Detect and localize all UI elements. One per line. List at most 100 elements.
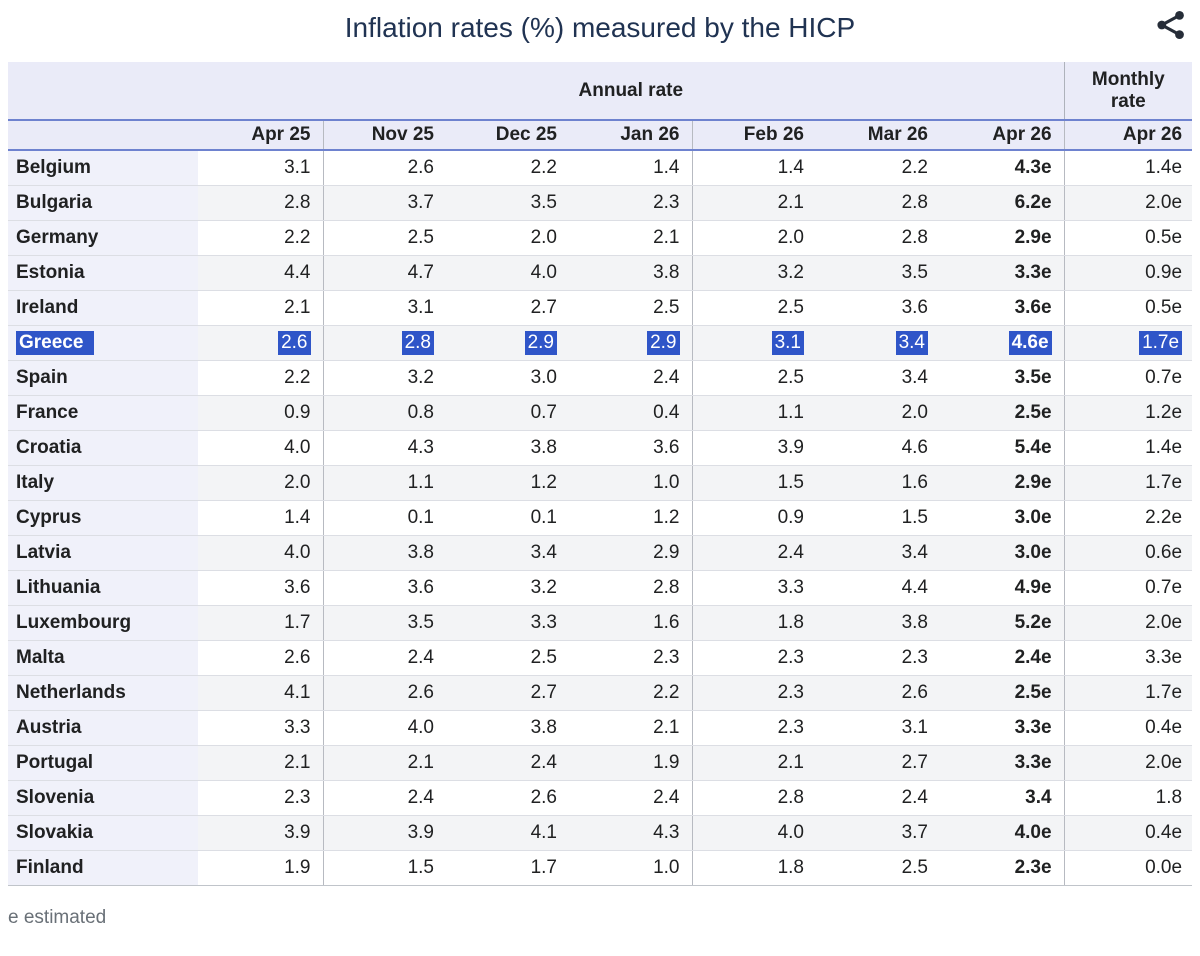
annual-value-cell: 4.7 — [323, 255, 446, 291]
monthly-value-cell: 1.8 — [1064, 780, 1193, 816]
annual-value-cell: 2.1 — [569, 220, 693, 256]
column-header-annual-feb-26: Feb 26 — [692, 119, 816, 151]
annual-value-cell: 2.6 — [323, 150, 446, 186]
annual-value-cell: 4.0 — [198, 535, 324, 571]
estimated-footnote: e estimated — [8, 906, 107, 928]
monthly-value-cell: 0.6e — [1064, 535, 1193, 571]
monthly-value-cell: 1.2e — [1064, 395, 1193, 431]
selection-highlight: 1.7e — [1139, 330, 1183, 355]
annual-value-cell: 4.4 — [816, 570, 940, 606]
annual-value-cell: 2.5 — [692, 290, 816, 326]
annual-value-cell: 3.8 — [446, 710, 569, 746]
selection-highlight: 2.9 — [524, 330, 557, 355]
annual-value-cell: 1.8 — [692, 605, 816, 641]
annual-value-cell: 2.2 — [198, 360, 324, 396]
annual-value-cell: 4.1 — [446, 815, 569, 851]
table-header: Annual rate Monthly rate Apr 25 Nov 25 Dec… — [8, 62, 1193, 151]
annual-value-cell: 4.3e — [940, 150, 1065, 186]
annual-value-cell: 1.5 — [323, 850, 446, 886]
monthly-value-cell: 0.4e — [1064, 710, 1193, 746]
annual-value-cell: 3.5 — [446, 185, 569, 221]
annual-value-cell: 3.1 — [816, 710, 940, 746]
annual-value-cell: 3.5 — [323, 605, 446, 641]
annual-value-cell: 2.1 — [323, 745, 446, 781]
table-body: Belgium 3.1 2.6 2.2 1.4 1.4 2.2 4.3e 1.4e Bulgari… — [8, 150, 1193, 886]
annual-value-cell: 2.8 — [816, 220, 940, 256]
country-label: Malta — [8, 640, 198, 676]
annual-value-cell: 2.5 — [569, 290, 693, 326]
annual-value-cell: 3.0 — [446, 360, 569, 396]
table-row-estonia: Estonia 4.4 4.7 4.0 3.8 3.2 3.5 3.3e 0.9e — [8, 255, 1193, 291]
country-label: Italy — [8, 465, 198, 501]
annual-value-cell: 4.3 — [569, 815, 693, 851]
annual-value-cell: 3.8 — [569, 255, 693, 291]
annual-value-cell: 1.4 — [198, 500, 324, 536]
country-label: Germany — [8, 220, 198, 256]
monthly-value-cell: 0.0e — [1064, 850, 1193, 886]
annual-value-cell: 3.9 — [198, 815, 324, 851]
table-row-finland: Finland 1.9 1.5 1.7 1.0 1.8 2.5 2.3e 0.0e — [8, 850, 1193, 886]
annual-value-cell: 2.6 — [198, 325, 324, 361]
country-label: Estonia — [8, 255, 198, 291]
annual-value-cell: 0.4 — [569, 395, 693, 431]
annual-value-cell: 1.5 — [816, 500, 940, 536]
annual-value-cell: 3.2 — [323, 360, 446, 396]
annual-value-cell: 2.3 — [692, 675, 816, 711]
annual-value-cell: 3.8 — [323, 535, 446, 571]
annual-value-cell: 3.6 — [569, 430, 693, 466]
country-label: Slovenia — [8, 780, 198, 816]
monthly-value-cell: 3.3e — [1064, 640, 1193, 676]
selection-highlight: 2.6 — [278, 330, 311, 355]
country-label: Greece — [8, 325, 198, 361]
annual-value-cell: 0.1 — [446, 500, 569, 536]
annual-value-cell: 2.4 — [816, 780, 940, 816]
annual-value-cell: 2.4 — [446, 745, 569, 781]
annual-value-cell: 4.1 — [198, 675, 324, 711]
monthly-value-cell: 0.5e — [1064, 220, 1193, 256]
annual-value-cell: 3.3 — [198, 710, 324, 746]
annual-value-cell: 3.6 — [323, 570, 446, 606]
table-row-luxembourg: Luxembourg 1.7 3.5 3.3 1.6 1.8 3.8 5.2e 2.0e — [8, 605, 1193, 641]
annual-value-cell: 3.1 — [198, 150, 324, 186]
annual-value-cell: 3.2 — [692, 255, 816, 291]
country-label: Finland — [8, 850, 198, 886]
annual-value-cell: 2.6 — [323, 675, 446, 711]
annual-value-cell: 3.3e — [940, 745, 1065, 781]
annual-value-cell: 3.6e — [940, 290, 1065, 326]
corner-header — [8, 62, 198, 120]
annual-value-cell: 2.0 — [446, 220, 569, 256]
annual-value-cell: 2.3e — [940, 850, 1065, 886]
annual-value-cell: 2.1 — [692, 745, 816, 781]
annual-rate-group-header: Annual rate — [198, 62, 1065, 120]
page-header: Inflation rates (%) measured by the HICP — [0, 0, 1200, 60]
column-header-annual-dec-25: Dec 25 — [446, 119, 569, 151]
share-button[interactable] — [1154, 8, 1188, 42]
annual-value-cell: 2.1 — [198, 290, 324, 326]
table-row-netherlands: Netherlands 4.1 2.6 2.7 2.2 2.3 2.6 2.5e 1.7e — [8, 675, 1193, 711]
selection-highlight: 2.8 — [401, 330, 434, 355]
annual-value-cell: 5.4e — [940, 430, 1065, 466]
monthly-value-cell: 2.0e — [1064, 185, 1193, 221]
selection-highlight: 2.9 — [647, 330, 680, 355]
annual-value-cell: 3.7 — [323, 185, 446, 221]
column-header-annual-jan-26: Jan 26 — [569, 119, 693, 151]
annual-value-cell: 2.1 — [692, 185, 816, 221]
annual-value-cell: 1.0 — [569, 850, 693, 886]
monthly-value-cell: 1.4e — [1064, 430, 1193, 466]
monthly-value-cell: 2.0e — [1064, 605, 1193, 641]
annual-value-cell: 2.4 — [692, 535, 816, 571]
monthly-rate-group-header: Monthly rate — [1063, 62, 1193, 120]
annual-value-cell: 2.0 — [198, 465, 324, 501]
annual-value-cell: 2.8 — [323, 325, 446, 361]
annual-value-cell: 3.5e — [940, 360, 1065, 396]
annual-value-cell: 2.4 — [569, 360, 693, 396]
table-row-austria: Austria 3.3 4.0 3.8 2.1 2.3 3.1 3.3e 0.4e — [8, 710, 1193, 746]
annual-value-cell: 4.6e — [940, 325, 1065, 361]
annual-value-cell: 4.0e — [940, 815, 1065, 851]
annual-value-cell: 2.9 — [569, 325, 693, 361]
annual-value-cell: 2.6 — [446, 780, 569, 816]
annual-value-cell: 4.9e — [940, 570, 1065, 606]
page-title: Inflation rates (%) measured by the HICP — [344, 12, 856, 43]
country-label: Slovakia — [8, 815, 198, 851]
annual-value-cell: 2.8 — [816, 185, 940, 221]
